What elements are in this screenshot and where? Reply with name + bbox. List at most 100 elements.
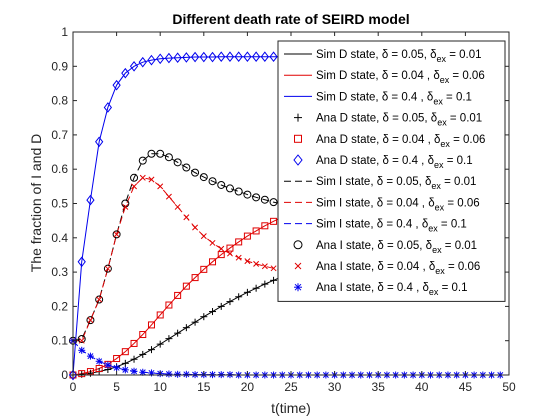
legend-dex-symbol: δ <box>430 49 436 61</box>
legend-delta-symbol: δ <box>377 261 383 273</box>
data-point <box>199 51 208 63</box>
data-point <box>208 51 217 63</box>
data-point <box>218 245 225 252</box>
y-tick-label: 0.2 <box>51 299 68 313</box>
data-point <box>217 251 225 259</box>
data-point <box>183 371 190 378</box>
legend-dex-subscript: ex <box>435 266 445 276</box>
legend-dex-value: = 0.01 <box>441 176 477 188</box>
data-point <box>87 317 94 324</box>
data-point <box>294 134 302 143</box>
legend-entry: Sim D state, δ = 0.4 , δex = 0.1 <box>284 91 472 106</box>
data-point <box>251 51 261 63</box>
data-point <box>252 227 260 235</box>
legend-delta-value: = 0.4 , <box>384 282 423 294</box>
data-point <box>261 263 268 270</box>
legend-delta-value: = 0.05, <box>384 240 426 252</box>
data-point <box>78 347 85 354</box>
data-point <box>147 321 155 329</box>
x-tick-label: 25 <box>284 380 298 394</box>
legend-dex-value: = 0.1 <box>444 155 473 167</box>
x-axis-label: t(time) <box>271 400 311 416</box>
x-tick-label: 10 <box>154 380 168 394</box>
data-point <box>209 239 216 246</box>
data-point <box>139 331 147 339</box>
legend-label: Ana D state, δ = 0.4 , δex = 0.1 <box>316 155 473 170</box>
legend-label: Ana D state, δ = 0.05, δex = 0.01 <box>316 113 482 128</box>
data-point <box>130 339 138 347</box>
axes-layer: 0 5 10 15 20 25 30 35 40 45 50 0 0.1 0.2 0.3 0.4 0.5 0.6 0… <box>51 25 516 394</box>
legend-label: Sim I state, δ = 0.4 , δex = 0.1 <box>316 219 467 234</box>
legend-dex-value: = 0.1 <box>438 219 467 231</box>
legend-label-main: Ana D state, <box>316 113 382 125</box>
legend-entry: Sim I state, δ = 0.05, δex = 0.01 <box>284 176 476 191</box>
data-point <box>156 149 165 158</box>
y-tick-label: 0.8 <box>51 94 68 108</box>
data-point <box>200 233 207 240</box>
legend-label: Sim I state, δ = 0.05, δex = 0.01 <box>316 176 476 191</box>
data-point <box>113 231 120 238</box>
data-point <box>86 194 95 206</box>
legend-delta-value: = 0.05, <box>389 113 431 125</box>
data-point <box>113 364 120 371</box>
data-point <box>95 364 103 372</box>
legend-dex-value: = 0.01 <box>447 113 483 125</box>
legend-delta-symbol: δ <box>382 134 388 146</box>
legend-delta-symbol: δ <box>377 282 383 294</box>
x-tick-label: 0 <box>70 380 77 394</box>
data-point <box>156 53 165 65</box>
legend-delta-value: = 0.05, <box>388 49 430 61</box>
legend-label: Ana I state, δ = 0.04 , δex = 0.06 <box>316 261 480 276</box>
data-point <box>131 183 138 190</box>
data-point <box>77 256 86 268</box>
legend-dex-value: = 0.06 <box>444 197 480 209</box>
legend-label: Sim I state, δ = 0.04 , δex = 0.06 <box>316 197 480 212</box>
data-point <box>243 232 251 240</box>
data-point <box>121 348 129 356</box>
legend-entry: Ana I state, δ = 0.4 , δex = 0.1 <box>294 282 467 297</box>
data-point <box>261 222 269 230</box>
data-point <box>165 193 172 200</box>
legend-dex-subscript: ex <box>440 75 450 85</box>
data-point <box>270 217 278 225</box>
data-point <box>78 370 86 378</box>
x-tick-label: 20 <box>241 380 255 394</box>
data-point <box>208 177 217 186</box>
y-tick-label: 0.3 <box>51 265 68 279</box>
legend-label: Sim D state, δ = 0.05, δex = 0.01 <box>316 49 482 64</box>
chart-title: Different death rate of SEIRD model <box>172 11 409 27</box>
legend-label-main: Ana I state, <box>316 261 377 273</box>
legend-dex-subscript: ex <box>437 54 447 64</box>
data-point <box>173 158 182 167</box>
data-point <box>112 79 121 91</box>
legend-dex-symbol: δ <box>426 240 432 252</box>
legend-label-main: Ana I state, <box>316 240 377 252</box>
y-tick-label: 0.1 <box>51 334 68 348</box>
data-point <box>252 193 261 202</box>
data-point <box>217 180 226 189</box>
data-point <box>139 174 146 181</box>
data-point <box>269 51 278 63</box>
data-point <box>182 163 191 172</box>
data-point <box>164 52 174 64</box>
legend-dex-value: = 0.01 <box>446 49 482 61</box>
legend-dex-symbol: δ <box>425 176 431 188</box>
data-point <box>96 296 103 303</box>
data-point <box>253 260 260 267</box>
legend-delta-value: = 0.04 , <box>388 70 433 82</box>
legend-delta-value: = 0.05, <box>383 176 425 188</box>
legend-dex-subscript: ex <box>432 245 442 255</box>
data-point <box>191 168 200 177</box>
legend-dex-subscript: ex <box>437 118 447 128</box>
legend-label-main: Sim I state, <box>316 197 377 209</box>
data-point <box>138 56 147 68</box>
data-point <box>235 238 243 246</box>
x-tick-label: 15 <box>197 380 211 394</box>
data-point <box>165 301 173 309</box>
data-point <box>182 282 190 290</box>
data-point <box>122 203 129 210</box>
y-tick-label: 0.5 <box>51 197 68 211</box>
data-point <box>139 369 146 376</box>
data-point <box>243 51 252 63</box>
legend-dex-symbol: δ <box>428 197 434 209</box>
